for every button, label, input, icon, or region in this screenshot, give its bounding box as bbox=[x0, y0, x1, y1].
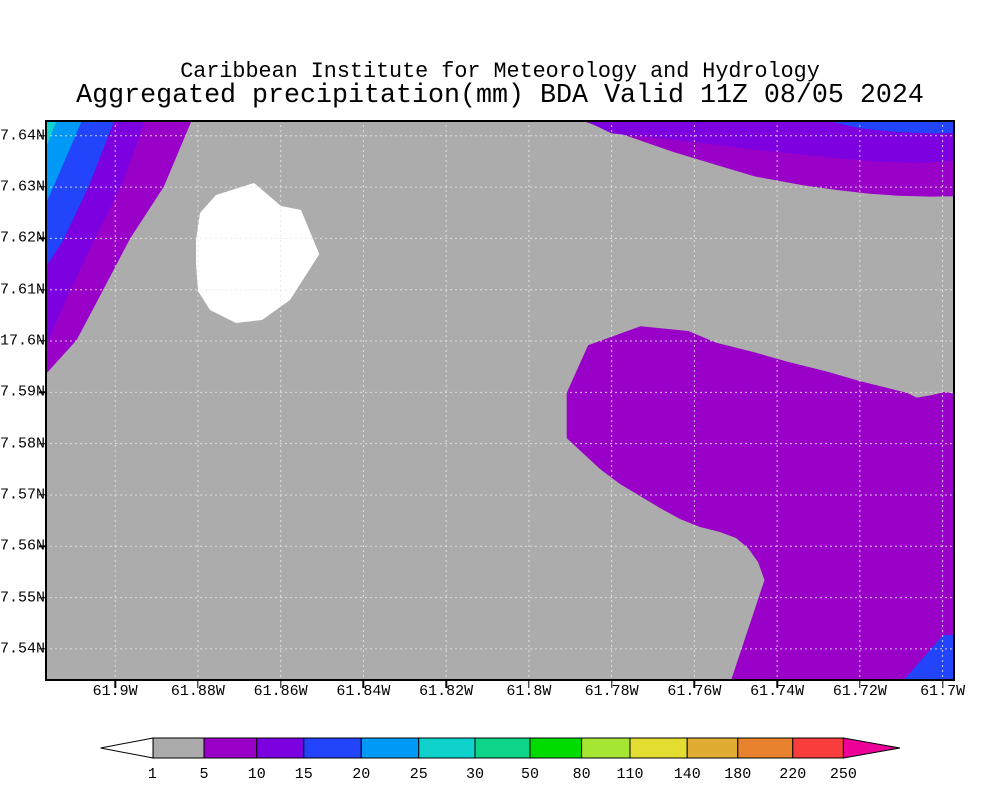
svg-text:140: 140 bbox=[674, 766, 701, 783]
svg-text:220: 220 bbox=[779, 766, 806, 783]
svg-text:30: 30 bbox=[466, 766, 484, 783]
svg-text:1: 1 bbox=[148, 766, 157, 783]
svg-text:5: 5 bbox=[199, 766, 208, 783]
svg-text:15: 15 bbox=[295, 766, 313, 783]
svg-text:110: 110 bbox=[616, 766, 643, 783]
svg-text:80: 80 bbox=[573, 766, 591, 783]
svg-text:10: 10 bbox=[248, 766, 266, 783]
svg-text:20: 20 bbox=[352, 766, 370, 783]
svg-text:250: 250 bbox=[830, 766, 857, 783]
svg-text:50: 50 bbox=[521, 766, 539, 783]
svg-text:25: 25 bbox=[410, 766, 428, 783]
svg-text:180: 180 bbox=[724, 766, 751, 783]
